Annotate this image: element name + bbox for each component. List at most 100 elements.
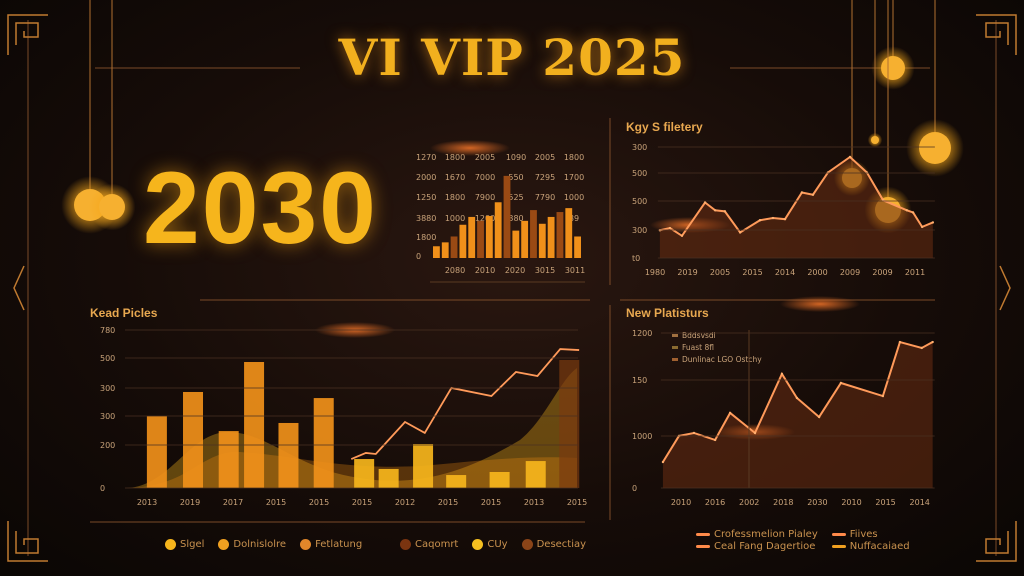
side-arrow-ornament — [999, 265, 1011, 311]
bar — [433, 246, 440, 258]
bar — [503, 175, 511, 258]
y-tick-label: t0 — [632, 254, 640, 263]
x-tick-label: 2014 — [910, 498, 930, 507]
key-chart-title: Kgy S filetery — [626, 120, 703, 134]
legend-item: Crofessmelion Pialey — [696, 529, 818, 540]
main-title: VI VIP 2025 — [338, 28, 686, 87]
legend-label: Dolnislolre — [233, 539, 287, 550]
x-tick-label: 2012 — [395, 498, 415, 507]
data-point — [911, 211, 915, 214]
corner-ornament — [7, 14, 48, 55]
x-tick-label: 2017 — [223, 498, 243, 507]
bar — [278, 422, 299, 488]
x-tick-label: 2015 — [481, 498, 501, 507]
grid-label: 7295 — [535, 173, 555, 182]
lamp-bulb-icon — [99, 194, 125, 220]
bar — [354, 459, 375, 488]
data-point — [771, 216, 775, 220]
data-point — [931, 340, 934, 344]
x-tick-label: 2018 — [773, 498, 793, 507]
lamp-bulb-icon — [881, 56, 905, 80]
bar — [378, 468, 399, 488]
data-point — [795, 396, 799, 400]
y-tick-label: 300 — [632, 143, 647, 152]
x-tick-label: 2010 — [475, 266, 495, 275]
grid-label: 1800 — [445, 193, 465, 202]
legend-label: Caqomrt — [415, 539, 459, 550]
bar — [485, 215, 493, 258]
grid-label: 525 — [508, 193, 523, 202]
grid-label: 1800 — [416, 233, 436, 242]
inner-legend-label: Bddsvsdl — [682, 331, 716, 340]
corner-ornament — [7, 521, 48, 562]
y-tick-label: 500 — [100, 354, 115, 363]
legend-label: Nuffacaiaed — [849, 541, 910, 552]
x-tick-label: 2014 — [775, 268, 795, 277]
grid-label: 1700 — [564, 173, 584, 182]
bar — [459, 224, 467, 258]
legend-item: Fiives — [831, 529, 910, 540]
data-point — [848, 155, 852, 159]
grid-label: 2005 — [475, 153, 495, 162]
grid-label: 1800 — [445, 153, 465, 162]
data-point — [692, 431, 696, 435]
y-tick-label: 300 — [100, 384, 115, 393]
legend-label: Crofessmelion Pialey — [714, 529, 818, 540]
x-tick-label: 2019 — [180, 498, 200, 507]
kead-legend-2: Caqomrt CUy Desectiay — [400, 539, 586, 550]
grid-label: 7000 — [475, 173, 495, 182]
grid-label: 7790 — [535, 193, 555, 202]
bar — [441, 242, 449, 258]
legend-swatch — [165, 539, 176, 550]
top-bar-chart: 1270 1800 2005 1090 2005 1800 2000 1670 7000 550 7… — [416, 153, 585, 283]
grid-label: 1200 — [475, 214, 495, 223]
data-point — [713, 209, 717, 212]
series-line — [662, 340, 934, 463]
x-tick-label: 2015 — [266, 498, 286, 507]
legend-swatch — [400, 539, 411, 550]
data-point — [931, 221, 935, 224]
bar — [489, 471, 510, 488]
legend-item: Fetlatung — [300, 539, 362, 550]
x-tick-label: 2005 — [710, 268, 730, 277]
bar — [538, 223, 546, 258]
bar — [525, 461, 546, 488]
legend-item: Dolnislolre — [218, 539, 286, 550]
kead-chart-title: Kead Picles — [90, 306, 158, 320]
legend-label: Fetlatung — [315, 539, 363, 550]
bar — [446, 475, 467, 488]
y-tick-label: 780 — [100, 326, 115, 335]
grid-label: 1800 — [564, 153, 584, 162]
bar — [512, 230, 520, 258]
glow-accent — [430, 140, 510, 156]
bar — [244, 362, 265, 488]
legend-item: Nuffacaiaed — [831, 541, 910, 552]
data-point — [783, 217, 787, 221]
kead-legend: Slgel Dolnislolre Fetlatung — [165, 539, 362, 550]
grid-label: 380 — [508, 214, 523, 223]
legend-item: Ceal Fang Dagertioe — [696, 541, 818, 552]
grid-label: 550 — [508, 173, 523, 182]
grid-label: 7900 — [475, 193, 495, 202]
data-point — [800, 191, 804, 194]
y-tick-label: 0 — [100, 484, 105, 493]
legend-item: Caqomrt — [400, 539, 458, 550]
x-tick-label: 2015 — [567, 498, 587, 507]
legend-label: Ceal Fang Dagertioe — [714, 541, 816, 552]
data-point — [920, 225, 924, 229]
bar — [313, 398, 334, 488]
big-year: 2030 — [143, 151, 378, 265]
data-point — [758, 219, 762, 222]
x-tick-label: 2000 — [807, 268, 827, 277]
new-legend: Crofessmelion Pialey Fiives Ceal Fang Dage… — [696, 529, 910, 552]
grid-label: 1250 — [416, 193, 436, 202]
data-point — [839, 381, 843, 385]
bar — [477, 220, 484, 258]
bar — [183, 391, 204, 488]
x-tick-label: 2013 — [137, 498, 157, 507]
legend-label: CUy — [487, 539, 508, 550]
data-point — [738, 231, 742, 234]
legend-swatch — [696, 533, 710, 536]
inner-legend-label: Fuast 8fl — [682, 343, 714, 352]
